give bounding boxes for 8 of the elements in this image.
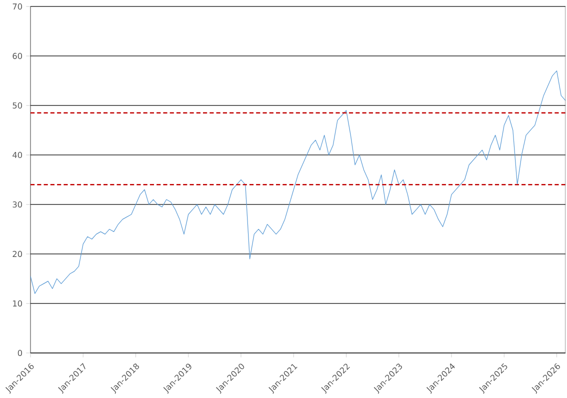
y-tick-label: 70	[12, 3, 22, 10]
y-tick-label: 0	[18, 350, 22, 356]
y-tick-label: 10	[13, 300, 22, 306]
y-tick-label: 40	[12, 152, 22, 158]
y-tick-label: 50	[12, 102, 22, 108]
y-tick-label: 60	[12, 52, 22, 59]
y-tick-label: 30	[12, 201, 22, 208]
y-tick-label: 20	[12, 250, 22, 257]
